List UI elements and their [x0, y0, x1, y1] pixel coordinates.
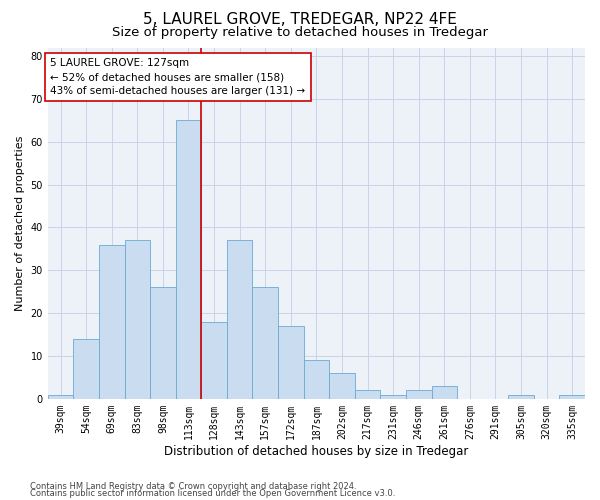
Bar: [201, 322, 227, 399]
Bar: [73, 339, 99, 399]
Bar: [125, 240, 150, 399]
Text: 5 LAUREL GROVE: 127sqm
← 52% of detached houses are smaller (158)
43% of semi-de: 5 LAUREL GROVE: 127sqm ← 52% of detached…: [50, 58, 305, 96]
Text: 5, LAUREL GROVE, TREDEGAR, NP22 4FE: 5, LAUREL GROVE, TREDEGAR, NP22 4FE: [143, 12, 457, 28]
Text: Size of property relative to detached houses in Tredegar: Size of property relative to detached ho…: [112, 26, 488, 39]
Text: Contains HM Land Registry data © Crown copyright and database right 2024.: Contains HM Land Registry data © Crown c…: [30, 482, 356, 491]
Bar: [304, 360, 329, 399]
X-axis label: Distribution of detached houses by size in Tredegar: Distribution of detached houses by size …: [164, 444, 469, 458]
Text: Contains public sector information licensed under the Open Government Licence v3: Contains public sector information licen…: [30, 490, 395, 498]
Bar: [227, 240, 253, 399]
Bar: [150, 288, 176, 399]
Bar: [380, 394, 406, 399]
Bar: [329, 373, 355, 399]
Bar: [278, 326, 304, 399]
Bar: [559, 394, 585, 399]
Bar: [253, 288, 278, 399]
Bar: [176, 120, 201, 399]
Bar: [99, 244, 125, 399]
Bar: [508, 394, 534, 399]
Bar: [48, 394, 73, 399]
Y-axis label: Number of detached properties: Number of detached properties: [15, 136, 25, 311]
Bar: [431, 386, 457, 399]
Bar: [355, 390, 380, 399]
Bar: [406, 390, 431, 399]
